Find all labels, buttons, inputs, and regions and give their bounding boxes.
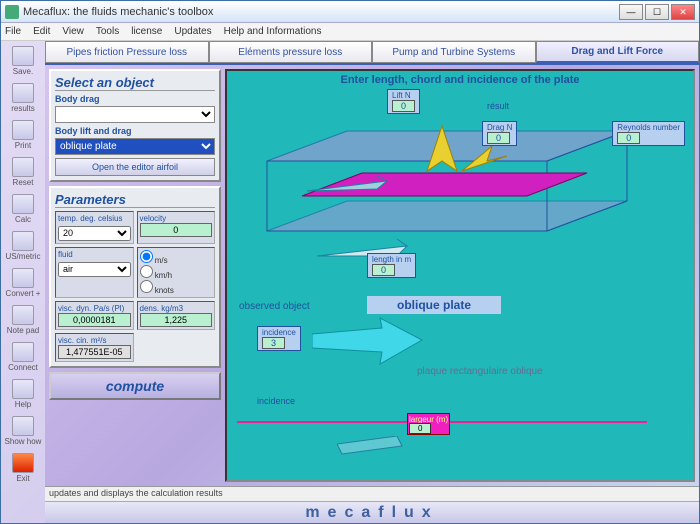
canvas-title: Enter length, chord and incidence of the…: [227, 74, 693, 86]
length-box: length in m0: [367, 253, 416, 278]
lift-value[interactable]: 0: [392, 100, 415, 112]
calc-icon: [12, 194, 34, 214]
panel-title: Select an object: [55, 75, 215, 91]
object-name-label: oblique plate: [367, 296, 501, 314]
tab-drag-and-lift-force[interactable]: Drag and Lift Force: [536, 41, 700, 63]
drag-box: Drag N0: [482, 121, 517, 146]
menu-view[interactable]: View: [62, 26, 84, 37]
app-icon: [5, 5, 19, 19]
left-toolbar: Save.resultsPrintResetCalcUS/metricConve…: [1, 41, 45, 523]
unit-kmh[interactable]: km/h: [140, 265, 213, 280]
fluid-label: fluid: [58, 250, 131, 259]
tab-bar: Pipes friction Pressure lossEléments pre…: [45, 41, 699, 65]
dens-label: dens. kg/m3: [140, 304, 213, 313]
help-icon: [12, 379, 34, 399]
connect-icon: [12, 342, 34, 362]
subtitle-label: plaque rectangulaire oblique: [417, 366, 543, 377]
lift-box: Lift N0: [387, 89, 420, 114]
tool-units[interactable]: US/metric: [4, 228, 42, 264]
menu-edit[interactable]: Edit: [33, 26, 50, 37]
length-value[interactable]: 0: [372, 264, 395, 276]
compute-button[interactable]: compute: [49, 372, 221, 400]
maximize-button[interactable]: ☐: [645, 4, 669, 20]
small-plate-icon: [337, 436, 407, 456]
tool-results[interactable]: results: [4, 80, 42, 116]
body-lift-label: Body lift and drag: [55, 126, 215, 136]
incidence2-label: incidence: [257, 396, 295, 406]
drag-value[interactable]: 0: [487, 132, 510, 144]
menu-license[interactable]: license: [131, 26, 162, 37]
visc-cin-value: 1,477551E-05: [58, 345, 131, 359]
menu-updates[interactable]: Updates: [174, 26, 211, 37]
tool-notepad[interactable]: Note pad: [4, 302, 42, 338]
velocity-value[interactable]: 0: [140, 223, 213, 237]
visc-dyn-value: 0,0000181: [58, 313, 131, 327]
observed-label: observed object: [239, 301, 310, 312]
showhow-icon: [12, 416, 34, 436]
save-icon: [12, 46, 34, 66]
tab-pump-and-turbine-systems[interactable]: Pump and Turbine Systems: [372, 41, 536, 63]
footer-logo: mecaflux: [45, 501, 699, 523]
body-drag-select[interactable]: [55, 106, 215, 123]
titlebar: Mecaflux: the fluids mechanic's toolbox …: [1, 1, 699, 23]
convert-icon: [12, 268, 34, 288]
minimize-button[interactable]: —: [619, 4, 643, 20]
unit-knots[interactable]: knots: [140, 280, 213, 295]
body-lift-select[interactable]: oblique plate: [55, 138, 215, 155]
incidence-box: incidence3: [257, 326, 301, 351]
notepad-icon: [12, 305, 34, 325]
menu-help-and-informations[interactable]: Help and Informations: [224, 26, 322, 37]
largeur-value[interactable]: 0: [409, 423, 431, 434]
menubar: File Edit View Tools license Updates Help and …: [1, 23, 699, 41]
largeur-box: largeur (m)0: [407, 413, 450, 435]
units-icon: [12, 231, 34, 251]
temp-select[interactable]: 20: [58, 226, 131, 241]
reset-icon: [12, 157, 34, 177]
result-label: résult: [487, 101, 509, 111]
exit-icon: [12, 453, 34, 473]
tool-help[interactable]: Help: [4, 376, 42, 412]
tool-connect[interactable]: Connect: [4, 339, 42, 375]
unit-ms[interactable]: m/s: [140, 250, 213, 265]
parameters-panel: Parameters temp. deg. celsius 20 velocit…: [49, 186, 221, 368]
tab-pipes-friction-pressure-loss[interactable]: Pipes friction Pressure loss: [45, 41, 209, 63]
tool-showhow[interactable]: Show how: [4, 413, 42, 449]
reynolds-box: Reynolds number0: [612, 121, 685, 146]
velocity-label: velocity: [140, 214, 213, 223]
print-icon: [12, 120, 34, 140]
body-drag-label: Body drag: [55, 94, 215, 104]
tab-eléments-pressure-loss[interactable]: Eléments pressure loss: [209, 41, 373, 63]
status-bar: updates and displays the calculation res…: [45, 486, 699, 501]
visualization-canvas: Enter length, chord and incidence of the…: [225, 69, 695, 482]
dens-value: 1,225: [140, 313, 213, 327]
tool-convert[interactable]: Convert +: [4, 265, 42, 301]
app-window: Mecaflux: the fluids mechanic's toolbox …: [0, 0, 700, 524]
reynolds-value: 0: [617, 132, 640, 144]
tool-exit[interactable]: Exit: [4, 450, 42, 486]
visc-dyn-label: visc. dyn. Pa/s (Pl): [58, 304, 131, 313]
close-button[interactable]: ✕: [671, 4, 695, 20]
tool-calc[interactable]: Calc: [4, 191, 42, 227]
editor-airfoil-button[interactable]: Open the editor airfoil: [55, 158, 215, 176]
menu-tools[interactable]: Tools: [96, 26, 119, 37]
visc-cin-label: visc. cin. m²/s: [58, 336, 131, 345]
window-title: Mecaflux: the fluids mechanic's toolbox: [23, 6, 619, 18]
arrow-cyan-icon: [312, 316, 432, 376]
incidence-value[interactable]: 3: [262, 337, 285, 349]
menu-file[interactable]: File: [5, 26, 21, 37]
tool-print[interactable]: Print: [4, 117, 42, 153]
select-object-panel: Select an object Body drag Body lift and…: [49, 69, 221, 182]
results-icon: [12, 83, 34, 103]
fluid-select[interactable]: air: [58, 262, 131, 277]
plate-3d-illustration: [247, 101, 647, 281]
tool-reset[interactable]: Reset: [4, 154, 42, 190]
params-title: Parameters: [55, 192, 215, 208]
temp-label: temp. deg. celsius: [58, 214, 131, 223]
velocity-units[interactable]: m/s km/h knots: [137, 247, 216, 298]
tool-save[interactable]: Save.: [4, 43, 42, 79]
